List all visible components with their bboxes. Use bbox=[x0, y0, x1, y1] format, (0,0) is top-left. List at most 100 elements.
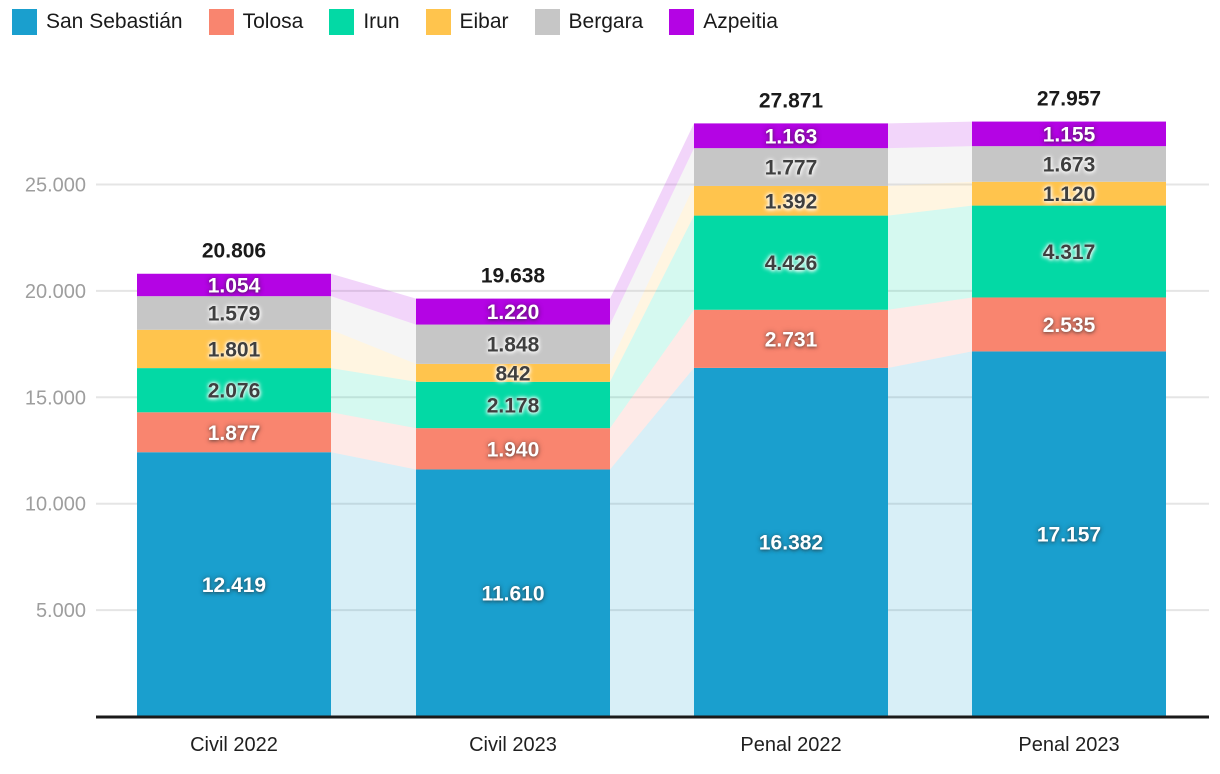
value-label-tolosa-civil-2023: 1.940 bbox=[487, 438, 540, 461]
legend-swatch-azpeitia bbox=[669, 9, 695, 35]
segment-irun-penal-2023[interactable] bbox=[972, 205, 1166, 298]
legend-label: Eibar bbox=[459, 10, 509, 33]
value-label-tolosa-penal-2023: 2.535 bbox=[1043, 314, 1096, 337]
connector-tolosa bbox=[888, 297, 972, 368]
legend-item-tolosa[interactable]: Tolosa bbox=[208, 9, 304, 35]
total-label-penal-2022: 27.871 bbox=[759, 89, 824, 112]
x-category-label-civil-2023: Civil 2023 bbox=[469, 734, 557, 756]
segment-bergara-civil-2022[interactable] bbox=[137, 296, 331, 330]
connector-eibar bbox=[610, 185, 694, 382]
legend-label: Tolosa bbox=[242, 10, 304, 33]
value-label-eibar-civil-2023: 842 bbox=[495, 362, 530, 385]
segment-azpeitia-civil-2022[interactable] bbox=[137, 273, 331, 297]
connector-tolosa bbox=[610, 309, 694, 470]
segment-irun-penal-2022[interactable] bbox=[694, 215, 888, 310]
legend-swatch-eibar bbox=[425, 9, 451, 35]
value-label-san-sebastian-civil-2022: 12.419 bbox=[202, 574, 266, 597]
x-category-label-penal-2023: Penal 2023 bbox=[1018, 734, 1119, 756]
legend-item-bergara[interactable]: Bergara bbox=[534, 9, 644, 35]
connector-san-sebastian bbox=[331, 452, 416, 717]
legend-item-eibar[interactable]: Eibar bbox=[425, 9, 509, 35]
connector-azpeitia bbox=[888, 121, 972, 149]
value-label-bergara-penal-2022: 1.777 bbox=[765, 157, 818, 180]
segment-bergara-penal-2023[interactable] bbox=[972, 146, 1166, 182]
segment-san-sebastian-penal-2022[interactable] bbox=[694, 367, 888, 717]
x-category-label-penal-2022: Penal 2022 bbox=[740, 734, 841, 756]
connector-azpeitia bbox=[610, 123, 694, 325]
value-label-azpeitia-penal-2022: 1.163 bbox=[765, 125, 818, 148]
value-label-irun-civil-2022: 2.076 bbox=[208, 380, 261, 403]
legend-label: Irun bbox=[363, 10, 400, 33]
connector-san-sebastian bbox=[610, 367, 694, 717]
legend-item-san-sebastian[interactable]: San Sebastián bbox=[12, 9, 183, 35]
segment-bergara-penal-2022[interactable] bbox=[694, 148, 888, 186]
value-label-irun-penal-2022: 4.426 bbox=[765, 252, 818, 275]
legend-label: Azpeitia bbox=[703, 10, 778, 33]
connector-irun bbox=[888, 205, 972, 310]
y-tick-label: 5.000 bbox=[36, 600, 86, 622]
value-label-bergara-civil-2023: 1.848 bbox=[487, 334, 540, 357]
connector-bergara bbox=[610, 148, 694, 364]
connector-irun bbox=[610, 215, 694, 429]
connector-tolosa bbox=[331, 412, 416, 470]
segment-azpeitia-civil-2023[interactable] bbox=[416, 298, 610, 325]
value-label-tolosa-civil-2022: 1.877 bbox=[208, 422, 261, 445]
segment-san-sebastian-civil-2022[interactable] bbox=[137, 452, 331, 717]
chart-legend: San Sebastián Tolosa Irun Eibar Bergara Azpei… bbox=[12, 9, 778, 35]
segment-eibar-penal-2022[interactable] bbox=[694, 185, 888, 216]
legend-item-azpeitia[interactable]: Azpeitia bbox=[669, 9, 778, 35]
value-label-azpeitia-penal-2023: 1.155 bbox=[1043, 123, 1096, 146]
total-label-penal-2023: 27.957 bbox=[1037, 88, 1101, 111]
segment-eibar-civil-2022[interactable] bbox=[137, 329, 331, 369]
segment-bergara-civil-2023[interactable] bbox=[416, 324, 610, 364]
value-label-san-sebastian-civil-2023: 11.610 bbox=[481, 582, 544, 605]
segment-eibar-civil-2023[interactable] bbox=[416, 363, 610, 382]
segment-azpeitia-penal-2023[interactable] bbox=[972, 121, 1166, 147]
connector-eibar bbox=[331, 329, 416, 382]
segment-eibar-penal-2023[interactable] bbox=[972, 181, 1166, 206]
segment-tolosa-civil-2022[interactable] bbox=[137, 412, 331, 453]
legend-item-irun[interactable]: Irun bbox=[329, 9, 400, 35]
segment-san-sebastian-penal-2023[interactable] bbox=[972, 351, 1166, 717]
segment-san-sebastian-civil-2023[interactable] bbox=[416, 469, 610, 717]
connector-bergara bbox=[888, 146, 972, 186]
segment-tolosa-civil-2023[interactable] bbox=[416, 428, 610, 470]
segment-irun-civil-2023[interactable] bbox=[416, 381, 610, 429]
connector-bergara bbox=[331, 296, 416, 364]
value-label-san-sebastian-penal-2022: 16.382 bbox=[759, 532, 823, 555]
y-tick-label: 15.000 bbox=[25, 387, 86, 409]
legend-swatch-tolosa bbox=[208, 9, 234, 35]
legend-swatch-bergara bbox=[534, 9, 560, 35]
value-label-eibar-civil-2022: 1.801 bbox=[208, 338, 261, 361]
legend-label: San Sebastián bbox=[46, 10, 183, 33]
value-label-eibar-penal-2022: 1.392 bbox=[765, 190, 818, 213]
connector-eibar bbox=[888, 181, 972, 216]
value-label-eibar-penal-2023: 1.120 bbox=[1043, 183, 1096, 206]
y-tick-label: 10.000 bbox=[25, 494, 86, 516]
total-label-civil-2023: 19.638 bbox=[481, 265, 546, 288]
connector-irun bbox=[331, 368, 416, 429]
segment-tolosa-penal-2023[interactable] bbox=[972, 297, 1166, 352]
value-label-azpeitia-civil-2023: 1.220 bbox=[487, 301, 540, 324]
value-label-irun-civil-2023: 2.178 bbox=[487, 394, 540, 417]
total-label-civil-2022: 20.806 bbox=[202, 240, 266, 263]
segment-tolosa-penal-2022[interactable] bbox=[694, 309, 888, 368]
value-label-bergara-civil-2022: 1.579 bbox=[208, 302, 261, 325]
segment-azpeitia-penal-2022[interactable] bbox=[694, 123, 888, 149]
value-label-bergara-penal-2023: 1.673 bbox=[1043, 153, 1096, 176]
value-label-tolosa-penal-2022: 2.731 bbox=[765, 328, 818, 351]
legend-label: Bergara bbox=[568, 10, 644, 33]
value-label-irun-penal-2023: 4.317 bbox=[1043, 241, 1096, 264]
segment-irun-civil-2022[interactable] bbox=[137, 368, 331, 413]
legend-swatch-san-sebastian bbox=[12, 9, 37, 35]
connector-san-sebastian bbox=[888, 351, 972, 717]
y-tick-label: 25.000 bbox=[25, 175, 86, 197]
x-category-label-civil-2022: Civil 2022 bbox=[190, 734, 278, 756]
value-label-san-sebastian-penal-2023: 17.157 bbox=[1037, 523, 1101, 546]
connector-azpeitia bbox=[331, 273, 416, 325]
value-label-azpeitia-civil-2022: 1.054 bbox=[208, 274, 261, 297]
legend-swatch-irun bbox=[329, 9, 355, 35]
y-tick-label: 20.000 bbox=[25, 281, 86, 303]
